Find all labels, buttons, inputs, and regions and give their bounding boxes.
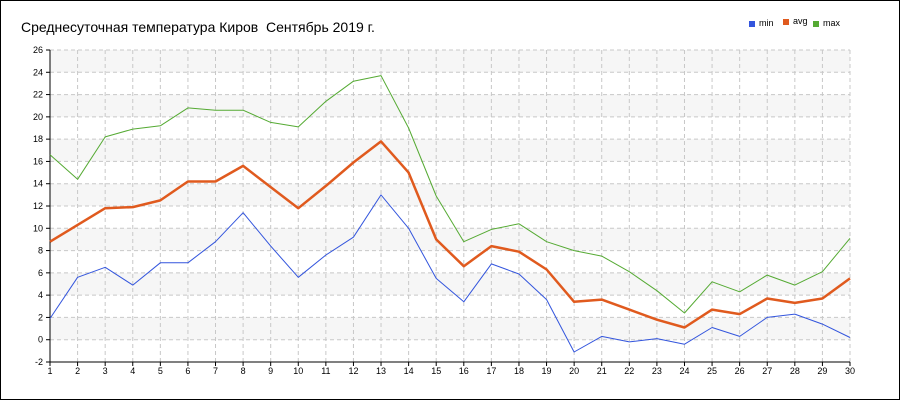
legend-swatch-avg <box>783 18 789 25</box>
legend-item-avg: avg <box>783 16 808 26</box>
x-tick-label: 23 <box>652 366 662 376</box>
x-tick-label: 24 <box>679 366 689 376</box>
x-tick-label: 17 <box>486 366 496 376</box>
series-line-avg <box>49 140 851 329</box>
y-tick-label: 4 <box>38 290 43 300</box>
y-tick-label: 6 <box>38 268 43 278</box>
x-tick-label: 22 <box>624 366 634 376</box>
x-tick-label: 3 <box>103 366 108 376</box>
y-tick-label: 18 <box>33 134 43 144</box>
legend-label-avg: avg <box>793 16 808 26</box>
y-tick-label: 0 <box>38 335 43 345</box>
y-tick-label: 26 <box>33 45 43 55</box>
series-line-max <box>49 75 851 314</box>
x-tick-label: 6 <box>185 366 190 376</box>
x-tick-label: 18 <box>514 366 524 376</box>
x-tick-label: 14 <box>404 366 414 376</box>
x-tick-label: 27 <box>762 366 772 376</box>
y-tick-label: 24 <box>33 67 43 77</box>
y-tick-label: 12 <box>33 201 43 211</box>
x-tick-label: 8 <box>241 366 246 376</box>
grid-band <box>50 139 850 162</box>
x-tick-label: 12 <box>348 366 358 376</box>
x-tick-label: 9 <box>268 366 273 376</box>
y-tick-label: 8 <box>38 246 43 256</box>
grid-band <box>50 272 850 296</box>
legend-swatch-max <box>813 20 819 27</box>
x-tick-label: 25 <box>707 366 717 376</box>
legend-label-min: min <box>759 18 774 28</box>
x-tick-label: 21 <box>597 366 607 376</box>
y-tick-label: 20 <box>33 112 43 122</box>
x-tick-label: 10 <box>293 366 303 376</box>
legend-item-min: min <box>749 18 774 28</box>
x-tick-label: 30 <box>845 366 855 376</box>
legend-swatch-min <box>749 20 755 27</box>
legend-item-max: max <box>813 18 840 28</box>
grid-band <box>50 317 850 340</box>
y-tick-label: -2 <box>35 357 43 367</box>
x-tick-label: 2 <box>75 366 80 376</box>
x-tick-label: 16 <box>459 366 469 376</box>
x-tick-label: 4 <box>130 366 135 376</box>
x-tick-label: 11 <box>321 366 330 376</box>
y-tick-label: 16 <box>33 156 43 166</box>
x-tick-label: 1 <box>47 366 52 376</box>
x-tick-label: 28 <box>790 366 800 376</box>
grid-band <box>50 228 850 251</box>
y-tick-label: 2 <box>38 312 43 322</box>
y-tick-label: 10 <box>33 223 43 233</box>
x-tick-label: 13 <box>376 366 386 376</box>
grid-band <box>50 50 850 73</box>
x-tick-label: 20 <box>569 366 579 376</box>
legend-label-max: max <box>823 18 841 28</box>
x-tick-label: 15 <box>431 366 441 376</box>
x-tick-label: 7 <box>213 366 218 376</box>
y-tick-label: 14 <box>33 179 43 189</box>
grid-band <box>50 183 850 206</box>
x-tick-label: 26 <box>735 366 745 376</box>
series-line-min <box>49 194 851 353</box>
x-tick-label: 5 <box>158 366 163 376</box>
chart-title: Среднесуточная температура Киров Сентябр… <box>21 19 375 35</box>
x-tick-label: 29 <box>817 366 827 376</box>
x-tick-label: 19 <box>542 366 552 376</box>
y-tick-label: 22 <box>33 90 43 100</box>
grid-band <box>50 94 850 117</box>
